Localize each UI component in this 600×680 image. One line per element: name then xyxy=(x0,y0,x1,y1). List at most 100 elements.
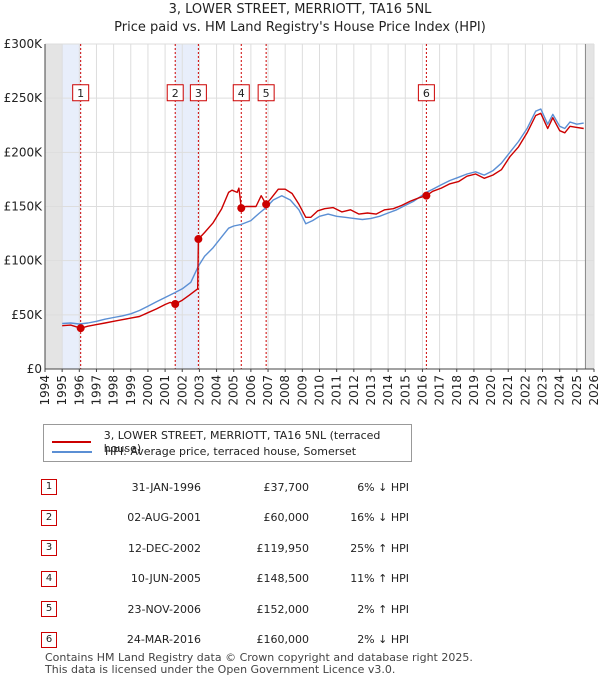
x-tick-label: 2020 xyxy=(484,375,498,406)
sale-price: £37,700 xyxy=(263,480,310,494)
sale-date: 24-MAR-2016 xyxy=(126,633,201,647)
sale-price: £160,000 xyxy=(256,633,310,647)
sale-number: 5 xyxy=(41,601,57,618)
hpi-series-line xyxy=(62,108,584,325)
sale-row: 6 24-MAR-2016 £160,000 2% ↓ HPI xyxy=(41,625,409,656)
x-tick-label: 2009 xyxy=(295,375,309,406)
x-tick-label: 2016 xyxy=(415,375,429,406)
sale-number-cell: 1 xyxy=(41,472,86,503)
x-tick-label: 1996 xyxy=(72,375,86,406)
x-tick-label: 2010 xyxy=(313,375,327,406)
sale-date: 23-NOV-2006 xyxy=(127,602,201,616)
sale-point-3 xyxy=(194,235,203,244)
y-tick-label: £300K xyxy=(4,37,44,51)
sale-hpi-diff-cell: 2% ↑ HPI xyxy=(309,594,409,625)
sale-number-cell: 3 xyxy=(41,533,86,564)
sale-label-box-3 xyxy=(189,84,207,102)
sale-label-box-4 xyxy=(232,84,250,102)
sale-hpi-diff-cell: 25% ↑ HPI xyxy=(309,533,409,564)
sale-row: 4 10-JUN-2005 £148,500 11% ↑ HPI xyxy=(41,564,409,595)
x-tick-label: 2013 xyxy=(364,375,378,406)
sale-date-cell: 31-JAN-1996 xyxy=(86,472,201,503)
sale-date-cell: 24-MAR-2016 xyxy=(86,625,201,656)
sale-row: 2 02-AUG-2001 £60,000 16% ↓ HPI xyxy=(41,503,409,534)
x-tick-label: 2026 xyxy=(587,375,600,406)
sale-price: £60,000 xyxy=(263,511,310,525)
y-tick-label: £250K xyxy=(4,91,44,105)
sale-point-4 xyxy=(237,204,246,213)
sale-hpi-diff: 2% ↑ HPI xyxy=(357,602,409,616)
sale-price-cell: £119,950 xyxy=(201,533,310,564)
sale-price: £119,950 xyxy=(256,541,310,555)
y-tick-label: £100K xyxy=(4,254,44,268)
footer-copyright: Contains HM Land Registry data © Crown c… xyxy=(45,651,473,664)
x-tick-label: 1994 xyxy=(38,375,52,406)
x-tick-label: 2001 xyxy=(158,375,172,406)
x-tick-label: 2008 xyxy=(278,375,292,406)
x-tick-label: 2017 xyxy=(433,375,447,406)
sale-date: 12-DEC-2002 xyxy=(127,541,201,555)
sale-row: 1 31-JAN-1996 £37,700 6% ↓ HPI xyxy=(41,472,409,503)
sale-hpi-diff-cell: 11% ↑ HPI xyxy=(309,564,409,595)
sale-hpi-diff: 6% ↓ HPI xyxy=(357,480,409,494)
sale-number-cell: 4 xyxy=(41,564,86,595)
sale-number: 4 xyxy=(41,570,57,587)
x-tick-label: 2002 xyxy=(175,375,189,406)
sale-date: 10-JUN-2005 xyxy=(130,572,201,586)
legend-item-hpi: HPI: Average price, terraced house, Some… xyxy=(52,445,356,458)
sale-label-box-5 xyxy=(257,84,275,102)
x-tick-label: 1998 xyxy=(107,375,121,406)
y-tick-label: £0 xyxy=(27,362,42,376)
x-tick-label: 2011 xyxy=(330,375,344,406)
sale-row: 5 23-NOV-2006 £152,000 2% ↑ HPI xyxy=(41,594,409,625)
x-tick-label: 2024 xyxy=(553,375,567,406)
legend-label-property: 3, LOWER STREET, MERRIOTT, TA16 5NL (ter… xyxy=(103,429,381,455)
y-tick-label: £50K xyxy=(11,308,43,322)
sale-number: 2 xyxy=(41,509,57,526)
sale-date-cell: 02-AUG-2001 xyxy=(86,503,201,534)
sale-price: £152,000 xyxy=(256,602,310,616)
x-tick-label: 2006 xyxy=(244,375,258,406)
x-tick-label: 2012 xyxy=(347,375,361,406)
sale-price-cell: £160,000 xyxy=(201,625,310,656)
sale-point-6 xyxy=(422,191,431,200)
x-tick-label: 1997 xyxy=(89,375,103,406)
sale-price: £148,500 xyxy=(256,572,310,586)
sale-hpi-diff: 25% ↑ HPI xyxy=(350,541,409,555)
x-tick-label: 2019 xyxy=(467,375,481,406)
sales-table: 1 31-JAN-1996 £37,700 6% ↓ HPI 2 02-AUG-2001 £… xyxy=(41,472,409,655)
sale-label-3: 3 xyxy=(195,87,202,100)
sale-label-box-1 xyxy=(72,84,90,102)
y-tick-label: £200K xyxy=(4,145,44,159)
legend-label-hpi: HPI: Average price, terraced house, Some… xyxy=(105,445,357,458)
sale-hpi-diff-cell: 2% ↓ HPI xyxy=(309,625,409,656)
sale-hpi-diff: 2% ↓ HPI xyxy=(357,633,409,647)
price-chart: 1 2 3 4 5 6 £0 £50K £100K £150K £200K £250K £300K 199… xyxy=(4,37,600,406)
footer: Contains HM Land Registry data © Crown c… xyxy=(45,652,473,676)
sale-price-cell: £148,500 xyxy=(201,564,310,595)
chart-subtitle: Price paid vs. HM Land Registry's House … xyxy=(114,20,486,35)
sale-label-1: 1 xyxy=(77,87,84,100)
sale-price-cell: £152,000 xyxy=(201,594,310,625)
sale-number-cell: 2 xyxy=(41,503,86,534)
x-tick-label: 2018 xyxy=(450,375,464,406)
x-tick-label: 2007 xyxy=(261,375,275,406)
sale-label-4: 4 xyxy=(238,87,245,100)
x-tick-label: 1999 xyxy=(124,375,138,406)
sale-hpi-diff: 16% ↓ HPI xyxy=(350,511,409,525)
sale-price-cell: £60,000 xyxy=(201,503,310,534)
sale-hpi-diff-cell: 16% ↓ HPI xyxy=(309,503,409,534)
x-tick-label: 2000 xyxy=(141,375,155,406)
sale-point-5 xyxy=(262,200,271,209)
sale-label-5: 5 xyxy=(263,87,270,100)
sale-date-cell: 23-NOV-2006 xyxy=(86,594,201,625)
sale-point-2 xyxy=(171,300,180,308)
sale-hpi-diff: 11% ↑ HPI xyxy=(350,572,409,586)
legend-swatch-hpi xyxy=(52,450,92,453)
x-tick-label: 2004 xyxy=(210,375,224,406)
x-tick-label: 2014 xyxy=(381,375,395,406)
sale-label-6: 6 xyxy=(423,87,430,100)
chart-title: 3, LOWER STREET, MERRIOTT, TA16 5NL xyxy=(168,2,432,17)
legend: 3, LOWER STREET, MERRIOTT, TA16 5NL (ter… xyxy=(43,424,412,462)
sale-label-box-2 xyxy=(166,84,184,102)
